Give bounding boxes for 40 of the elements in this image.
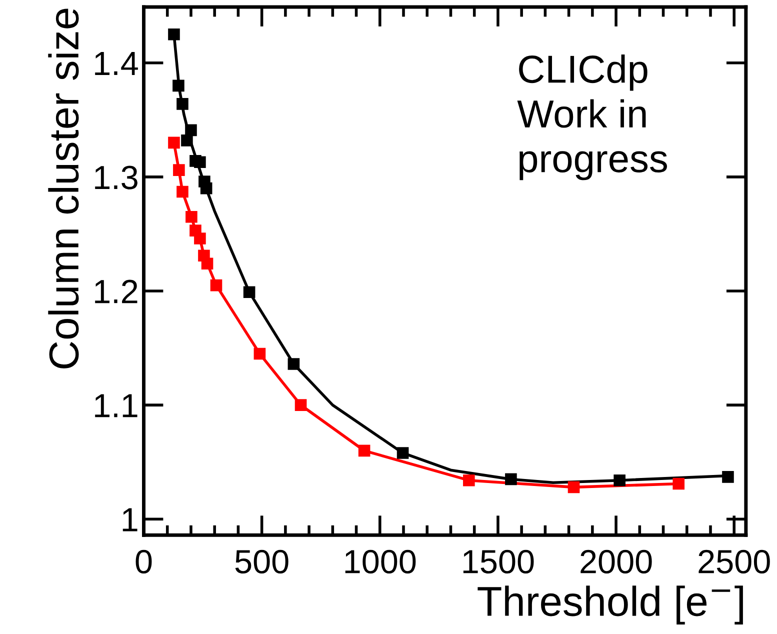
point [185, 124, 197, 136]
point [168, 28, 180, 40]
y-tick-label: 1.2 [95, 280, 138, 304]
point [186, 210, 198, 223]
point [254, 348, 266, 360]
point [173, 164, 185, 176]
y-tick-label: 1 [122, 508, 138, 532]
point [505, 473, 517, 486]
point [194, 232, 206, 244]
point [210, 279, 222, 292]
point [194, 156, 206, 168]
y-tick-label: 1.3 [95, 166, 138, 190]
x-tick-label: 2000 [580, 550, 652, 574]
y-tick-label: 1.1 [95, 394, 138, 418]
x-tick-label: 0 [136, 550, 152, 574]
point [722, 471, 734, 483]
point [200, 182, 212, 194]
point [614, 474, 626, 486]
y-axis-title: Column cluster size [48, 8, 79, 368]
point [176, 186, 188, 198]
point [396, 447, 409, 459]
point [358, 444, 370, 457]
x-tick-label: 500 [235, 550, 288, 574]
point [243, 286, 256, 298]
annotation: CLICdp Work in progress [517, 54, 667, 180]
point [176, 98, 188, 110]
x-tick-label: 1000 [345, 550, 416, 574]
x-tick-label: 1500 [463, 550, 534, 574]
point [294, 399, 307, 411]
point [181, 134, 193, 146]
x-tick-label: 2500 [698, 550, 770, 574]
point [168, 136, 180, 149]
point [201, 258, 214, 270]
point [672, 478, 685, 490]
point [463, 474, 475, 486]
y-tick-label: 1.4 [95, 52, 138, 75]
x-axis-title: Threshold [e$^{−}$] [478, 586, 743, 624]
point [568, 481, 580, 494]
point [288, 358, 300, 370]
point [172, 80, 184, 92]
